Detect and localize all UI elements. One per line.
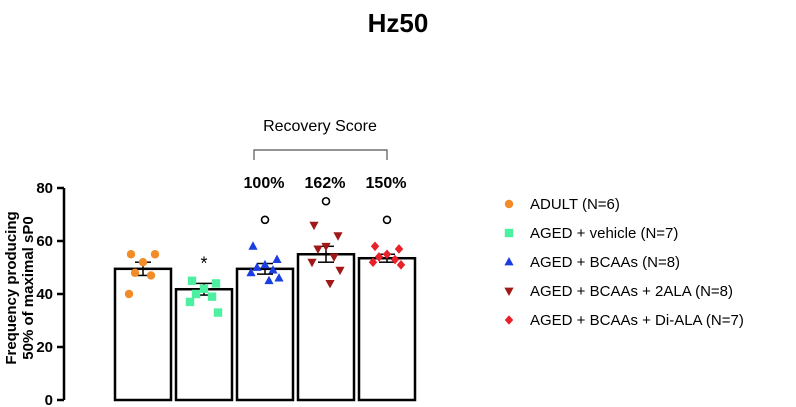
data-point — [335, 266, 345, 276]
y-axis: 0 20 40 60 80 — [36, 180, 66, 407]
data-point — [124, 289, 134, 299]
data-point — [390, 254, 400, 265]
data-point — [199, 284, 209, 293]
legend-marker-1 — [504, 199, 514, 209]
data-point — [374, 252, 384, 262]
data-point — [211, 279, 221, 288]
outlier-marker — [382, 215, 392, 225]
data-point — [394, 244, 404, 254]
data-point — [187, 276, 197, 285]
data-point — [150, 250, 160, 259]
recovery-score-value: 150% — [366, 175, 407, 192]
legend-marker-4 — [504, 287, 514, 296]
data-point — [370, 241, 380, 252]
legend-label-5: AGED + BCAAs + Di-ALA (N=7) — [530, 312, 744, 329]
data-point — [309, 221, 319, 231]
data-point — [274, 273, 284, 282]
bar-2 — [174, 287, 234, 402]
outlier-marker — [260, 215, 270, 225]
recovery-bracket — [253, 149, 388, 160]
data-point — [126, 250, 136, 259]
data-point — [138, 258, 148, 267]
recovery-score-value: 100% — [244, 175, 285, 192]
data-point — [252, 262, 262, 271]
y-axis-label-line-2: 50% of maximal sP0 — [20, 216, 37, 359]
legend-marker-3 — [504, 257, 514, 266]
data-point — [146, 271, 156, 280]
bar-4 — [296, 253, 356, 402]
legend-label-2: AGED + vehicle (N=7) — [530, 225, 678, 242]
bars — [113, 245, 417, 402]
y-tick-label: 60 — [36, 233, 53, 250]
annotations: Recovery Score * 100% 162% 150% — [200, 118, 406, 273]
data-point — [333, 232, 343, 241]
y-tick-label: 0 — [45, 392, 53, 407]
significance-star: * — [200, 253, 207, 273]
data-point — [368, 257, 378, 267]
legend-label-4: AGED + BCAAs + 2ALA (N=8) — [530, 283, 733, 300]
data-points — [124, 221, 406, 317]
y-tick-label: 20 — [36, 339, 53, 356]
y-tick-label: 80 — [36, 180, 53, 197]
data-point — [248, 241, 258, 250]
data-point — [382, 249, 392, 260]
bar-5 — [357, 256, 417, 402]
legend-marker-2 — [504, 228, 514, 238]
data-point — [321, 242, 331, 252]
y-axis-label-line-1: Frequency producing — [3, 211, 20, 364]
legend-label-3: AGED + BCAAs (N=8) — [530, 254, 680, 271]
data-point — [268, 265, 278, 274]
data-point — [307, 258, 317, 268]
data-point — [185, 297, 195, 307]
y-tick-label: 40 — [36, 286, 53, 303]
legend-label-1: ADULT (N=6) — [530, 196, 620, 213]
chart-title: Hz50 — [368, 8, 429, 38]
data-point — [396, 260, 406, 270]
data-point — [207, 292, 217, 301]
recovery-score-value: 162% — [305, 175, 346, 192]
outlier-marker — [321, 196, 331, 206]
legend-marker-5 — [504, 315, 514, 325]
data-point — [264, 275, 274, 285]
bar-1 — [113, 267, 173, 402]
data-point — [325, 280, 335, 289]
recovery-score-title: Recovery Score — [263, 118, 377, 135]
data-point — [313, 245, 323, 254]
data-point — [213, 308, 223, 317]
data-point — [272, 254, 282, 263]
legend: ADULT (N=6) AGED + vehicle (N=7) AGED + BC… — [504, 196, 744, 329]
data-point — [246, 267, 256, 277]
data-point — [130, 268, 140, 277]
data-point — [260, 259, 270, 269]
data-point — [191, 289, 201, 299]
bar-3 — [235, 267, 295, 402]
data-point — [329, 253, 339, 262]
